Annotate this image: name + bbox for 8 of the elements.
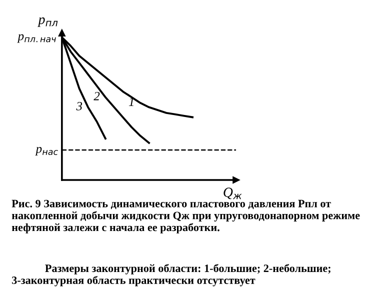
y-axis-title: p$_{пл}$ — [37, 17, 58, 27]
text: Размеры законтурной области: 1-большие; 2-небольшие; 3-законтурная область практически отсутствует — [12, 264, 330, 286]
ref-line-label: p$_{нас}$ — [35, 146, 58, 156]
series-label: 2 — [94, 92, 100, 100]
text: p$_{пл.нач}$ — [17, 34, 56, 43]
text: Рис. 9 Зависимость динамического пластового давления Рпл от накопленной добычи жидкости Qж при упруговодонапорном режиме нефтяной залежи с начала ее разработки. — [12, 200, 360, 234]
series-label: 3 — [76, 102, 82, 110]
x-axis-title: Q$_{ж}$ — [224, 188, 242, 200]
